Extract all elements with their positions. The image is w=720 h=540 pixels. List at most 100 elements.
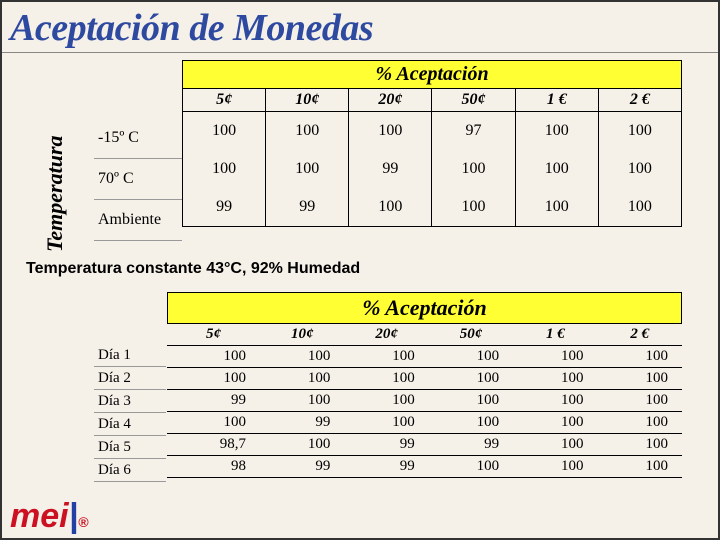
caption: Temperatura constante 43°C, 92% Humedad bbox=[26, 260, 360, 278]
table1: % Aceptación 5¢ 10¢ 20¢ 50¢ 1 € 2 € 100 … bbox=[182, 60, 682, 227]
cell: 100 bbox=[260, 434, 344, 456]
table-row: 100 100 100 97 100 100 bbox=[183, 112, 682, 151]
col-label: 20¢ bbox=[344, 324, 428, 346]
cell: 100 bbox=[344, 368, 428, 390]
table2: % Aceptación 5¢ 10¢ 20¢ 50¢ 1 € 2 € 100 … bbox=[167, 292, 682, 478]
table-row: 100 100 100 100 100 100 bbox=[167, 368, 682, 390]
cell: 99 bbox=[349, 150, 432, 188]
cell: 100 bbox=[515, 112, 598, 151]
col-label: 20¢ bbox=[349, 89, 432, 112]
cell: 100 bbox=[344, 412, 428, 434]
cell: 100 bbox=[598, 346, 682, 368]
cell: 100 bbox=[429, 456, 513, 478]
row-label: Día 1 bbox=[94, 344, 166, 367]
table1-colhdr: 5¢ 10¢ 20¢ 50¢ 1 € 2 € bbox=[183, 89, 682, 112]
table-row: 100 100 100 100 100 100 bbox=[167, 346, 682, 368]
cell: 100 bbox=[183, 112, 266, 151]
cell: 100 bbox=[513, 368, 597, 390]
cell: 100 bbox=[344, 346, 428, 368]
cell: 99 bbox=[266, 188, 349, 227]
cell: 100 bbox=[429, 412, 513, 434]
cell: 100 bbox=[598, 456, 682, 478]
cell: 100 bbox=[260, 390, 344, 412]
col-label: 10¢ bbox=[266, 89, 349, 112]
cell: 100 bbox=[513, 434, 597, 456]
cell: 100 bbox=[432, 150, 515, 188]
cell: 100 bbox=[349, 188, 432, 227]
col-label: 1 € bbox=[515, 89, 598, 112]
row-label: Día 3 bbox=[94, 390, 166, 413]
cell: 100 bbox=[266, 112, 349, 151]
table-row: 98 99 99 100 100 100 bbox=[167, 456, 682, 478]
cell: 98 bbox=[167, 456, 260, 478]
cell: 99 bbox=[260, 412, 344, 434]
table2-header: % Aceptación bbox=[167, 292, 682, 324]
col-label: 2 € bbox=[598, 89, 681, 112]
row-label: Día 6 bbox=[94, 459, 166, 482]
table2-row-labels: Día 1 Día 2 Día 3 Día 4 Día 5 Día 6 bbox=[94, 344, 166, 482]
cell: 100 bbox=[513, 346, 597, 368]
col-label: 2 € bbox=[598, 324, 682, 346]
vertical-axis-label: Temperatura bbox=[42, 135, 68, 252]
cell: 100 bbox=[598, 412, 682, 434]
col-label: 50¢ bbox=[429, 324, 513, 346]
table-row: 99 100 100 100 100 100 bbox=[167, 390, 682, 412]
cell: 100 bbox=[513, 390, 597, 412]
cell: 100 bbox=[167, 346, 260, 368]
table-row: 98,7 100 99 99 100 100 bbox=[167, 434, 682, 456]
cell: 99 bbox=[260, 456, 344, 478]
table1-grid: 5¢ 10¢ 20¢ 50¢ 1 € 2 € 100 100 100 97 10… bbox=[182, 89, 682, 227]
table-row: 100 100 99 100 100 100 bbox=[183, 150, 682, 188]
cell: 100 bbox=[167, 412, 260, 434]
row-label: 70º C bbox=[94, 159, 182, 200]
col-label: 5¢ bbox=[167, 324, 260, 346]
cell: 100 bbox=[598, 188, 681, 227]
cell: 99 bbox=[167, 390, 260, 412]
cell: 100 bbox=[260, 346, 344, 368]
trademark-icon: ® bbox=[78, 514, 88, 530]
cell: 100 bbox=[515, 150, 598, 188]
table-row: 100 99 100 100 100 100 bbox=[167, 412, 682, 434]
col-label: 50¢ bbox=[432, 89, 515, 112]
table-row: 99 99 100 100 100 100 bbox=[183, 188, 682, 227]
cell: 100 bbox=[183, 150, 266, 188]
logo-bar-icon: | bbox=[69, 497, 79, 535]
cell: 100 bbox=[429, 390, 513, 412]
cell: 100 bbox=[598, 434, 682, 456]
cell: 100 bbox=[260, 368, 344, 390]
col-label: 5¢ bbox=[183, 89, 266, 112]
cell: 100 bbox=[266, 150, 349, 188]
logo-text: mei bbox=[10, 497, 69, 535]
cell: 100 bbox=[598, 150, 681, 188]
cell: 100 bbox=[432, 188, 515, 227]
cell: 100 bbox=[513, 412, 597, 434]
cell: 99 bbox=[344, 456, 428, 478]
row-label: Día 5 bbox=[94, 436, 166, 459]
cell: 100 bbox=[349, 112, 432, 151]
table1-header: % Aceptación bbox=[182, 60, 682, 89]
row-label: -15º C bbox=[94, 118, 182, 159]
table2-colhdr: 5¢ 10¢ 20¢ 50¢ 1 € 2 € bbox=[167, 324, 682, 346]
cell: 100 bbox=[429, 368, 513, 390]
col-label: 1 € bbox=[513, 324, 597, 346]
table2-grid: 5¢ 10¢ 20¢ 50¢ 1 € 2 € 100 100 100 100 1… bbox=[167, 324, 682, 478]
cell: 100 bbox=[598, 112, 681, 151]
cell: 97 bbox=[432, 112, 515, 151]
cell: 100 bbox=[344, 390, 428, 412]
title-bar: Aceptación de Monedas bbox=[2, 2, 718, 53]
page-title: Aceptación de Monedas bbox=[10, 7, 373, 49]
cell: 100 bbox=[598, 368, 682, 390]
cell: 99 bbox=[183, 188, 266, 227]
table1-row-labels: -15º C 70º C Ambiente bbox=[94, 118, 182, 241]
cell: 100 bbox=[513, 456, 597, 478]
cell: 100 bbox=[429, 346, 513, 368]
row-label: Día 2 bbox=[94, 367, 166, 390]
col-label: 10¢ bbox=[260, 324, 344, 346]
cell: 99 bbox=[344, 434, 428, 456]
cell: 100 bbox=[515, 188, 598, 227]
cell: 100 bbox=[167, 368, 260, 390]
cell: 100 bbox=[598, 390, 682, 412]
row-label: Día 4 bbox=[94, 413, 166, 436]
cell: 99 bbox=[429, 434, 513, 456]
row-label: Ambiente bbox=[94, 200, 182, 241]
